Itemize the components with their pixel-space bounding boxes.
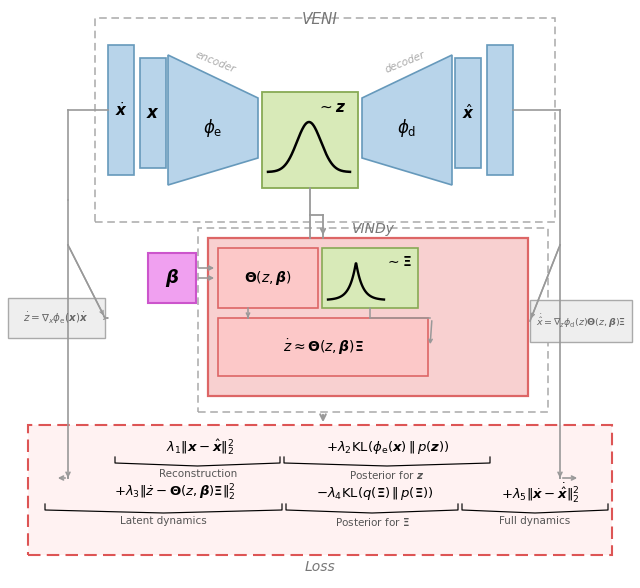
- Bar: [28, 425, 612, 555]
- Text: $\boldsymbol{\beta}$: $\boldsymbol{\beta}$: [165, 267, 179, 289]
- Text: Full dynamics: Full dynamics: [499, 516, 571, 526]
- Bar: [208, 238, 528, 396]
- Text: $\sim \boldsymbol{\Xi}$: $\sim \boldsymbol{\Xi}$: [385, 255, 412, 269]
- Text: $\dot{\hat{x}} = \nabla_z \phi_\mathrm{d}(z)\boldsymbol{\Theta}(z,\boldsymbol{\b: $\dot{\hat{x}} = \nabla_z \phi_\mathrm{d…: [536, 312, 626, 330]
- Bar: [95, 18, 555, 222]
- Bar: [530, 300, 632, 342]
- Text: $\phi_\mathrm{e}$: $\phi_\mathrm{e}$: [204, 117, 223, 139]
- Bar: [148, 253, 196, 303]
- Text: decoder: decoder: [383, 49, 426, 75]
- Text: $\dot{z} \approx \boldsymbol{\Theta}(z,\boldsymbol{\beta})\boldsymbol{\Xi}$: $\dot{z} \approx \boldsymbol{\Theta}(z,\…: [282, 337, 364, 357]
- Text: $-\lambda_4\mathrm{KL}(q(\boldsymbol{\Xi})\,\|\, p(\boldsymbol{\Xi}))$: $-\lambda_4\mathrm{KL}(q(\boldsymbol{\Xi…: [316, 485, 434, 502]
- Text: $\phi_\mathrm{d}$: $\phi_\mathrm{d}$: [397, 117, 417, 139]
- Polygon shape: [168, 55, 258, 185]
- Bar: [262, 92, 358, 188]
- Text: $+\lambda_3\|\dot{z} - \boldsymbol{\Theta}(z,\boldsymbol{\beta})\boldsymbol{\Xi}: $+\lambda_3\|\dot{z} - \boldsymbol{\Thet…: [114, 483, 236, 503]
- Text: $\boldsymbol{\Theta}(z,\boldsymbol{\beta})$: $\boldsymbol{\Theta}(z,\boldsymbol{\beta…: [244, 269, 292, 287]
- Text: Latent dynamics: Latent dynamics: [120, 516, 206, 526]
- Polygon shape: [362, 55, 452, 185]
- Text: $\lambda_1\|\boldsymbol{x} - \hat{\boldsymbol{x}}\|_2^2$: $\lambda_1\|\boldsymbol{x} - \hat{\bolds…: [166, 437, 234, 457]
- Text: $\dot{z} = \nabla_x \phi_\mathrm{e}(\boldsymbol{x})\dot{\boldsymbol{x}}$: $\dot{z} = \nabla_x \phi_\mathrm{e}(\bol…: [24, 310, 88, 326]
- Text: VINDy: VINDy: [351, 222, 394, 236]
- Text: Loss: Loss: [305, 560, 335, 574]
- Bar: [198, 228, 548, 412]
- Text: Posterior for $\boldsymbol{\Xi}$: Posterior for $\boldsymbol{\Xi}$: [335, 516, 410, 528]
- Bar: [218, 248, 318, 308]
- Text: $\sim \boldsymbol{z}$: $\sim \boldsymbol{z}$: [317, 101, 347, 115]
- Bar: [455, 58, 481, 168]
- Text: $+\lambda_2\mathrm{KL}(\phi_\mathrm{e}(\boldsymbol{x})\,\|\, p(\boldsymbol{z}))$: $+\lambda_2\mathrm{KL}(\phi_\mathrm{e}(\…: [326, 439, 450, 456]
- Bar: [322, 248, 418, 308]
- Bar: [487, 45, 513, 175]
- Text: Reconstruction: Reconstruction: [159, 469, 237, 479]
- Bar: [8, 298, 105, 338]
- Bar: [108, 45, 134, 175]
- Text: VENI: VENI: [302, 12, 338, 27]
- Text: Posterior for $\boldsymbol{z}$: Posterior for $\boldsymbol{z}$: [349, 469, 424, 481]
- Text: $+\lambda_5\|\dot{\boldsymbol{x}} - \dot{\hat{\boldsymbol{x}}}\|_2^2$: $+\lambda_5\|\dot{\boldsymbol{x}} - \dot…: [500, 482, 579, 505]
- Text: $\dot{\boldsymbol{x}}$: $\dot{\boldsymbol{x}}$: [115, 101, 127, 119]
- Text: encoder: encoder: [193, 49, 237, 75]
- Text: $\hat{\boldsymbol{x}}$: $\hat{\boldsymbol{x}}$: [461, 103, 474, 122]
- Bar: [140, 58, 166, 168]
- Text: $\boldsymbol{x}$: $\boldsymbol{x}$: [146, 104, 160, 122]
- Bar: [218, 318, 428, 376]
